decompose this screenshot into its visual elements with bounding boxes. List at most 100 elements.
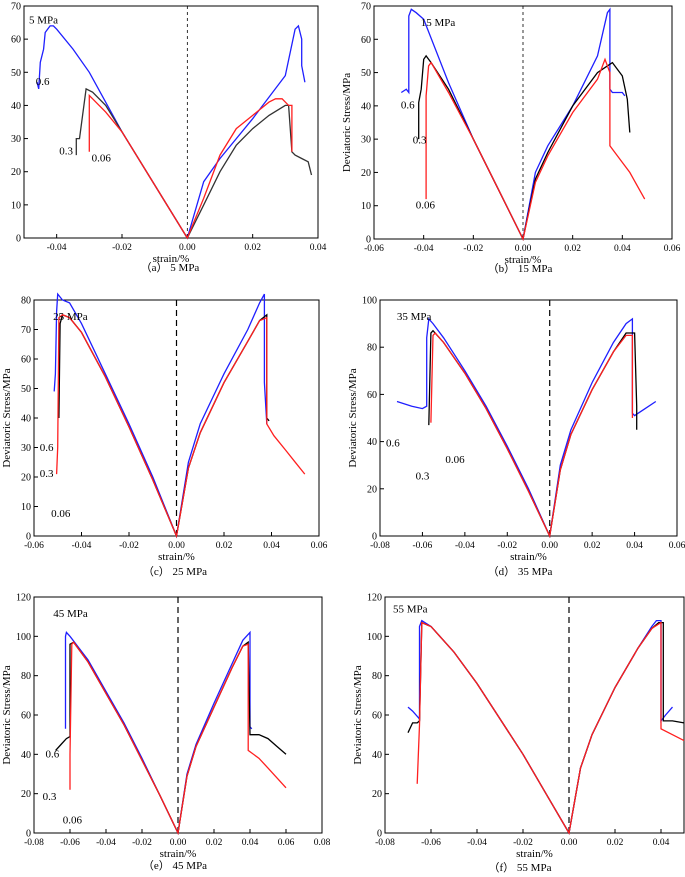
x-tick-label: 0.06 xyxy=(669,541,685,551)
series-line-0.6 xyxy=(400,7,626,242)
y-tick-label: 30 xyxy=(21,443,31,454)
curve-label: 0.3 xyxy=(59,145,73,157)
y-tick-label: 20 xyxy=(21,789,31,800)
confining-pressure-label: 55 MPa xyxy=(393,603,428,615)
x-tick-label: 0.02 xyxy=(564,244,581,254)
x-tick-label: 0.04 xyxy=(242,838,259,848)
curve-label: 0.3 xyxy=(416,470,430,482)
series-line-0.6 xyxy=(36,24,306,240)
confining-pressure-label: 15 MPa xyxy=(421,17,456,29)
x-tick-label: 0.06 xyxy=(311,541,328,551)
x-tick-label: 0.02 xyxy=(584,541,601,551)
y-tick-label: 80 xyxy=(21,671,31,682)
y-tick-label: 80 xyxy=(367,343,377,354)
x-tick-label: 0.00 xyxy=(179,243,196,253)
panel-caption: （b） 15 MPa xyxy=(488,262,553,275)
y-tick-label: 40 xyxy=(11,101,21,112)
y-axis-label: Deviatoric Stress/MPa xyxy=(0,72,3,171)
x-axis-label: strain/% xyxy=(158,551,195,563)
curve-label: 0.6 xyxy=(386,437,400,449)
x-axis-label: strain/% xyxy=(153,253,190,265)
curve-label: 0.3 xyxy=(43,791,57,803)
x-tick-label: -0.02 xyxy=(112,243,132,253)
y-tick-label: 20 xyxy=(372,789,382,800)
series-line-0.6 xyxy=(407,619,673,835)
y-tick-label: 50 xyxy=(361,68,371,79)
y-tick-label: 0 xyxy=(377,829,382,840)
y-tick-label: 50 xyxy=(21,384,31,395)
x-tick-label: -0.06 xyxy=(364,244,384,254)
series-line-0.06 xyxy=(425,57,646,241)
panel-caption: （f） 55 MPa xyxy=(489,861,552,874)
panel-caption: （d） 35 MPa xyxy=(488,565,553,578)
y-tick-label: 30 xyxy=(361,135,371,146)
x-tick-label: 0.00 xyxy=(561,838,578,848)
series-line-0.6 xyxy=(53,292,268,539)
y-tick-label: 60 xyxy=(11,35,21,46)
chart-panel-5: 0 20 40 60 80 100 120 -0.08 -0.06 -0.04 -0.02 0.00 0… xyxy=(1,593,331,873)
y-tick-label: 100 xyxy=(367,632,382,643)
y-tick-label: 40 xyxy=(361,101,371,112)
x-tick-label: 0.08 xyxy=(314,838,331,848)
y-tick-label: 60 xyxy=(361,35,371,46)
x-tick-label: -0.02 xyxy=(119,541,139,551)
series-line-0.3 xyxy=(407,621,685,835)
y-tick-label: 10 xyxy=(361,201,371,212)
plot-frame xyxy=(23,5,319,239)
x-tick-label: -0.04 xyxy=(72,541,92,551)
x-tick-label: 0.04 xyxy=(614,244,631,254)
series-line-0.06 xyxy=(430,332,634,539)
x-tick-label: 0.04 xyxy=(653,838,670,848)
plot-frame xyxy=(384,596,685,834)
y-tick-label: 80 xyxy=(372,671,382,682)
x-tick-label: -0.08 xyxy=(24,838,44,848)
x-tick-label: 0.02 xyxy=(607,838,624,848)
x-tick-label: -0.02 xyxy=(497,541,517,551)
series-line-0.06 xyxy=(69,641,287,836)
curve-label: 0.6 xyxy=(46,748,60,760)
y-tick-label: 60 xyxy=(21,355,31,366)
y-tick-label: 0 xyxy=(26,829,31,840)
x-tick-label: 0.02 xyxy=(206,838,223,848)
x-tick-label: -0.04 xyxy=(467,838,487,848)
curve-label: 0.06 xyxy=(92,152,112,164)
y-tick-label: 120 xyxy=(16,593,31,604)
series-line-0.06 xyxy=(55,314,306,539)
y-tick-label: 20 xyxy=(11,167,21,178)
x-tick-label: 0.00 xyxy=(541,541,558,551)
confining-pressure-label: 45 MPa xyxy=(53,608,88,620)
x-tick-label: 0.00 xyxy=(168,541,185,551)
y-tick-label: 100 xyxy=(362,296,377,307)
y-tick-label: 120 xyxy=(367,593,382,604)
panel-caption: （e） 45 MPa xyxy=(143,859,207,872)
plot-frame xyxy=(379,299,678,537)
x-axis-label: strain/% xyxy=(160,848,197,860)
curve-label: 0.06 xyxy=(51,508,71,520)
y-tick-label: 70 xyxy=(21,325,31,336)
curve-label: 0.3 xyxy=(413,134,427,146)
x-axis-label: strain/% xyxy=(510,551,547,563)
y-tick-label: 100 xyxy=(16,632,31,643)
y-tick-label: 50 xyxy=(11,68,21,79)
x-tick-label: -0.04 xyxy=(96,838,116,848)
y-tick-label: 0 xyxy=(372,532,377,543)
curve-label: 0.6 xyxy=(36,76,50,88)
panel-caption: （c） 25 MPa xyxy=(143,565,207,578)
y-tick-label: 40 xyxy=(21,414,31,425)
y-axis-label: Deviatoric Stress/MPa xyxy=(1,665,13,764)
y-axis-label: Deviatoric Stress/MPa xyxy=(341,73,353,172)
x-tick-label: -0.06 xyxy=(421,838,441,848)
y-tick-label: 30 xyxy=(11,134,21,145)
series-line-0.06 xyxy=(416,621,685,835)
x-tick-label: 0.06 xyxy=(278,838,295,848)
x-tick-label: 0.00 xyxy=(515,244,532,254)
series-line-0.3 xyxy=(428,329,638,539)
curve-label: 0.3 xyxy=(40,468,54,480)
x-tick-label: 0.04 xyxy=(310,243,327,253)
chart-panel-4: 0 20 40 60 80 100 -0.08 -0.06 -0.04 -0.02 0.00 0.02… xyxy=(347,296,685,579)
x-tick-label: -0.02 xyxy=(513,838,533,848)
y-tick-label: 60 xyxy=(21,711,31,722)
y-tick-label: 20 xyxy=(367,484,377,495)
confining-pressure-label: 5 MPa xyxy=(29,15,58,27)
y-tick-label: 70 xyxy=(11,2,21,13)
